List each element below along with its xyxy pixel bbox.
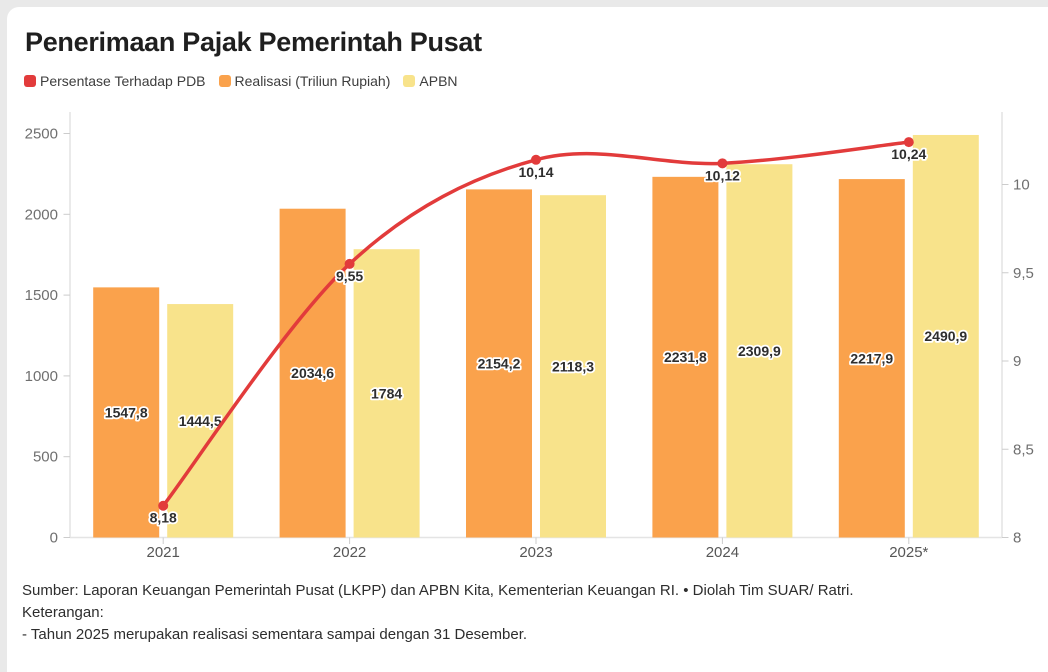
bar-label-apbn: 2118,3 bbox=[552, 358, 594, 374]
legend: Persentase Terhadap PDB Realisasi (Triliu… bbox=[24, 73, 458, 89]
legend-swatch-icon bbox=[218, 75, 231, 87]
left-axis-tick-label: 1500 bbox=[25, 287, 58, 304]
bar-label-realisasi: 1547,8 bbox=[105, 404, 148, 420]
bar-label-apbn: 1784 bbox=[371, 385, 402, 401]
left-axis-tick-label: 1000 bbox=[25, 368, 58, 385]
footer: Sumber: Laporan Keuangan Pemerintah Pusa… bbox=[22, 580, 1022, 646]
right-axis-tick-label: 8 bbox=[1013, 530, 1021, 547]
right-axis-tick-label: 9,5 bbox=[1013, 265, 1034, 282]
bar-label-apbn: 1444,5 bbox=[179, 413, 222, 429]
bar-label-apbn: 2309,9 bbox=[738, 343, 781, 359]
right-axis-tick-label: 9 bbox=[1013, 353, 1021, 370]
x-axis-label-2024: 2024 bbox=[706, 544, 739, 561]
line-point-2024[interactable] bbox=[717, 158, 728, 169]
right-axis-tick-label: 8,5 bbox=[1013, 441, 1034, 458]
note-line: - Tahun 2025 merupakan realisasi sementa… bbox=[22, 626, 528, 643]
x-axis-label-2022: 2022 bbox=[333, 544, 366, 561]
line-point-2025[interactable] bbox=[903, 137, 914, 148]
chart-title: Penerimaan Pajak Pemerintah Pusat bbox=[25, 27, 482, 57]
line-point-label: 8,18 bbox=[150, 510, 177, 526]
left-axis-tick-label: 0 bbox=[50, 530, 58, 547]
bar-realisasi-2021[interactable] bbox=[93, 287, 160, 538]
line-point-label: 10,24 bbox=[891, 146, 926, 162]
line-point-label: 9,55 bbox=[336, 268, 363, 284]
bar-label-apbn: 2490,9 bbox=[924, 328, 967, 344]
bar-apbn-2022[interactable] bbox=[353, 249, 420, 538]
bar-realisasi-2024[interactable] bbox=[652, 176, 719, 538]
legend-label: Realisasi (Triliun Rupiah) bbox=[234, 73, 391, 89]
legend-item-apbn[interactable]: APBN bbox=[403, 73, 458, 89]
legend-item-realisasi[interactable]: Realisasi (Triliun Rupiah) bbox=[218, 73, 391, 89]
line-point-2023[interactable] bbox=[531, 154, 541, 165]
left-axis-tick-label: 2500 bbox=[25, 126, 58, 143]
note-title: Keterangan: bbox=[22, 604, 104, 621]
bar-label-realisasi: 2154,2 bbox=[478, 355, 521, 371]
legend-label: Persentase Terhadap PDB bbox=[40, 73, 206, 89]
legend-swatch-icon bbox=[403, 75, 416, 87]
source-note: Sumber: Laporan Keuangan Pemerintah Pusa… bbox=[22, 582, 854, 599]
bar-apbn-2025[interactable] bbox=[912, 134, 979, 538]
bar-apbn-2024[interactable] bbox=[726, 164, 793, 538]
line-point-2021[interactable] bbox=[158, 500, 169, 511]
line-point-2022[interactable] bbox=[344, 258, 355, 269]
bar-label-realisasi: 2034,6 bbox=[291, 365, 334, 381]
bar-apbn-2023[interactable] bbox=[540, 195, 606, 538]
bar-realisasi-2025[interactable] bbox=[838, 179, 905, 538]
legend-item-persentase-terhadap-pdb[interactable]: Persentase Terhadap PDB bbox=[24, 73, 206, 89]
bar-label-realisasi: 2231,8 bbox=[664, 349, 707, 365]
bar-realisasi-2023[interactable] bbox=[466, 189, 532, 538]
x-axis-label-2025: 2025* bbox=[889, 544, 928, 561]
x-axis-label-2021: 2021 bbox=[147, 544, 180, 561]
right-axis-tick-label: 10 bbox=[1013, 177, 1030, 194]
left-axis-tick-label: 2000 bbox=[25, 206, 58, 223]
bar-label-realisasi: 2217,9 bbox=[850, 350, 893, 366]
line-point-label: 10,12 bbox=[705, 167, 740, 183]
pdb-line bbox=[161, 140, 911, 508]
legend-swatch-icon bbox=[24, 75, 36, 87]
line-point-label: 10,14 bbox=[518, 164, 553, 180]
x-axis-label-2023: 2023 bbox=[519, 544, 552, 561]
bar-realisasi-2022[interactable] bbox=[279, 208, 346, 538]
left-axis-tick-label: 500 bbox=[33, 449, 58, 466]
legend-label: APBN bbox=[419, 73, 458, 89]
